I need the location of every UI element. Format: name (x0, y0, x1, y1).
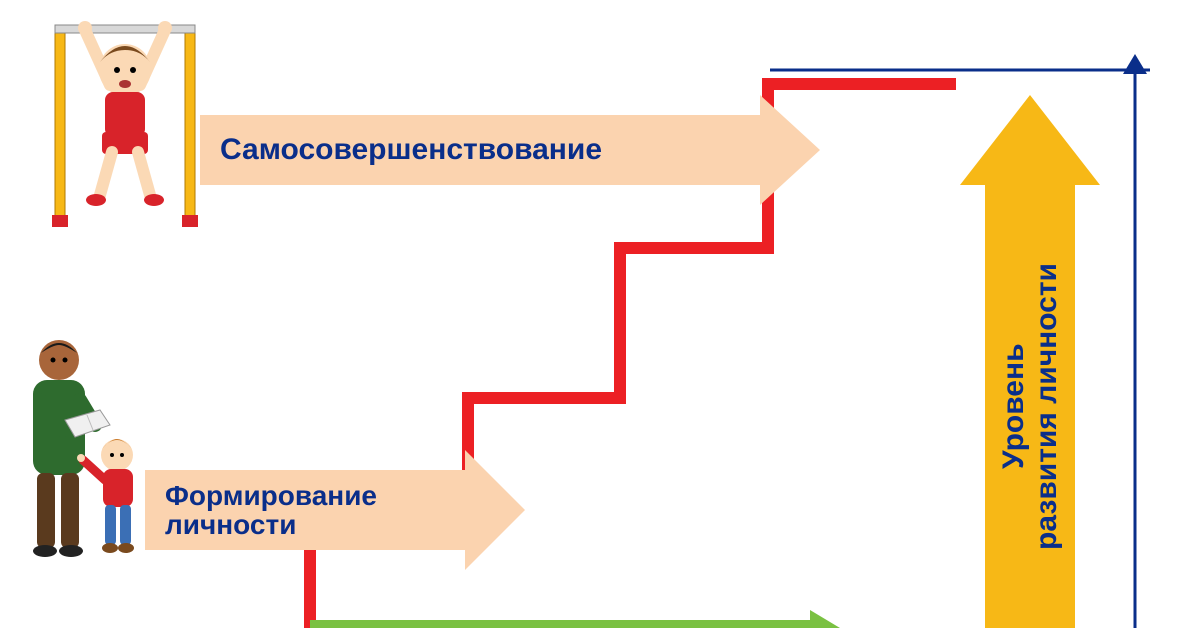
arrow-bottom-label: Формирование личности (165, 481, 377, 540)
vertical-arrow-label: Уровень развития личности (997, 263, 1063, 550)
vertical-level-arrow: Уровень развития личности (960, 95, 1100, 628)
green-arrow (310, 610, 840, 628)
diagram-canvas: Уровень развития личности Самосовершенст… (0, 0, 1200, 628)
illustration-parent-child (5, 325, 165, 560)
arrow-top-label: Самосовершенствование (220, 134, 602, 166)
illustration-pullup-boy (40, 10, 210, 230)
arrow-self-improvement: Самосовершенствование (200, 95, 820, 205)
arrow-personality-formation: Формирование личности (145, 450, 525, 570)
